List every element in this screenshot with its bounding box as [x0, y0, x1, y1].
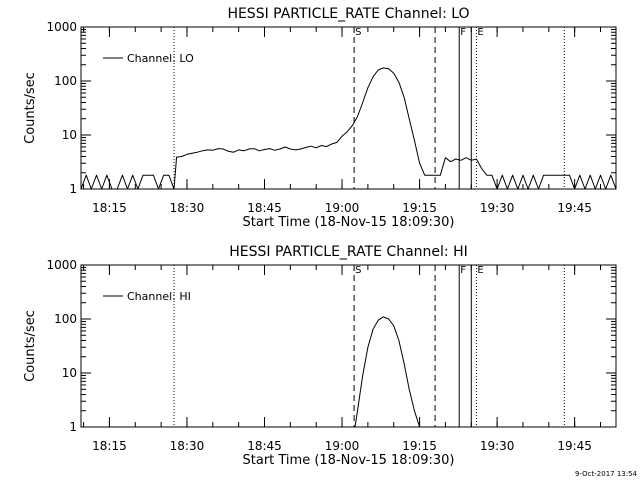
x-tick-label: 19:15 [402, 201, 437, 215]
y-axis-label: Counts/sec [23, 310, 38, 382]
x-tick-label: 18:45 [247, 439, 282, 453]
x-tick-label: 19:30 [480, 201, 515, 215]
y-tick-label: 10 [62, 366, 77, 380]
x-axis-label: Start Time (18-Nov-15 18:09:30) [243, 215, 455, 230]
event-marker-label: S [355, 265, 361, 276]
x-tick-label: 18:30 [170, 439, 205, 453]
event-marker-label: F [460, 27, 466, 38]
series-line [80, 67, 617, 190]
y-tick-label: 1 [69, 420, 77, 434]
x-axis-label: Start Time (18-Nov-15 18:09:30) [243, 453, 455, 468]
y-tick-label: 1 [69, 182, 77, 196]
event-marker-label: S [355, 27, 361, 38]
legend-label: Channel: LO [127, 52, 194, 65]
plot-frame [80, 264, 617, 428]
y-tick-label: 10 [62, 128, 77, 142]
x-tick-label: 19:00 [325, 439, 360, 453]
event-marker-label: E [477, 27, 483, 38]
event-marker-label: F [460, 265, 466, 276]
series-line [354, 316, 421, 428]
x-tick-label: 19:45 [557, 201, 592, 215]
plot-timestamp: 9-Oct-2017 13:54 [575, 470, 638, 478]
event-marker-label: E [477, 265, 483, 276]
y-tick-label: 100 [54, 74, 77, 88]
y-axis-label: Counts/sec [23, 72, 38, 144]
x-tick-label: 19:30 [480, 439, 515, 453]
x-tick-label: 19:45 [557, 439, 592, 453]
x-tick-label: 18:30 [170, 201, 205, 215]
plot-frame [80, 26, 617, 190]
hi-channel-panel: HESSI PARTICLE_RATE Channel: HI 1 10 100 100… [23, 244, 617, 468]
x-tick-label: 18:15 [92, 439, 127, 453]
chart-title: HESSI PARTICLE_RATE Channel: HI [229, 244, 467, 260]
chart-title: HESSI PARTICLE_RATE Channel: LO [227, 6, 469, 22]
y-tick-label: 1000 [46, 20, 77, 34]
x-tick-label: 18:45 [247, 201, 282, 215]
legend-label: Channel: HI [127, 290, 191, 303]
x-tick-label: 19:15 [402, 439, 437, 453]
y-tick-label: 100 [54, 312, 77, 326]
lo-channel-panel: HESSI PARTICLE_RATE Channel: LO 1 10 100 100… [23, 6, 617, 230]
x-tick-label: 18:15 [92, 201, 127, 215]
y-tick-label: 1000 [46, 258, 77, 272]
x-tick-label: 19:00 [325, 201, 360, 215]
